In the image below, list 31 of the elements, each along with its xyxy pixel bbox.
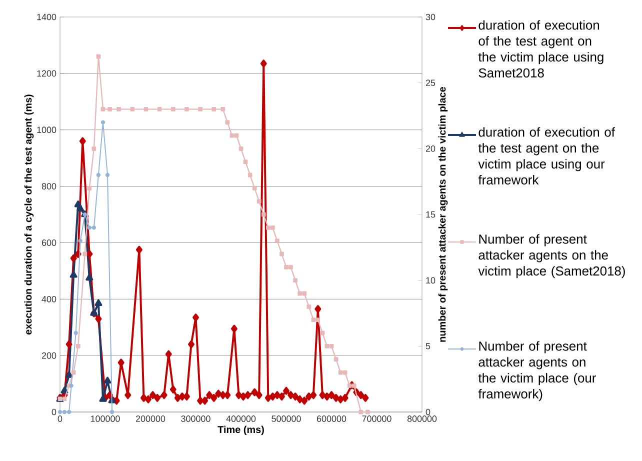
- y-tick-label: 1200: [37, 70, 56, 77]
- x-tick-label: 500000: [272, 416, 301, 422]
- y2-tick-label: 0: [426, 408, 430, 416]
- y2-tick-label: 5: [426, 343, 430, 350]
- y-tick-label: 400: [42, 296, 56, 302]
- x-tick-label: 700000: [362, 416, 392, 422]
- x-tick-label: 800000: [407, 416, 437, 422]
- y2-tick-label: 20: [426, 145, 436, 152]
- y2-tick-label: 15: [426, 211, 436, 218]
- legend-label: Number of present attacker agents on the victim place (Samet2018): [478, 234, 625, 278]
- legend-label: Number of present attacker agents on the victim place (our framework): [478, 341, 596, 402]
- x-tick-label: 100000: [90, 416, 120, 422]
- y-tick-label: 600: [42, 240, 56, 246]
- x-tick-label: 400000: [226, 416, 256, 422]
- x-tick-label: 300000: [181, 416, 210, 422]
- y-tick-label: 1000: [37, 126, 56, 134]
- y-tick-label: 800: [42, 183, 56, 190]
- x-tick-label: 200000: [136, 416, 166, 422]
- x-tick-label: 600000: [316, 416, 346, 422]
- y-axis-title: execution duration of a cycle of the test agent (ms): [24, 94, 34, 335]
- legend-label: duration of execution of the test agent on the victim place using Samet2018: [478, 20, 604, 78]
- y2-tick-label: 30: [426, 14, 436, 20]
- y2-tick-label: 25: [426, 80, 436, 86]
- y-tick-label: 0: [52, 408, 56, 416]
- legend-label: duration of execution of the test agent on the victim place using our framework: [478, 127, 615, 185]
- x-tick-label: 0: [58, 416, 62, 422]
- y-tick-label: 200: [42, 352, 56, 359]
- y2-tick-label: 10: [426, 277, 436, 284]
- y2-axis-title: number of present attacker agents on the victim place: [438, 86, 448, 342]
- x-axis-title: Time (ms): [218, 426, 264, 436]
- y-tick-label: 1400: [37, 14, 56, 20]
